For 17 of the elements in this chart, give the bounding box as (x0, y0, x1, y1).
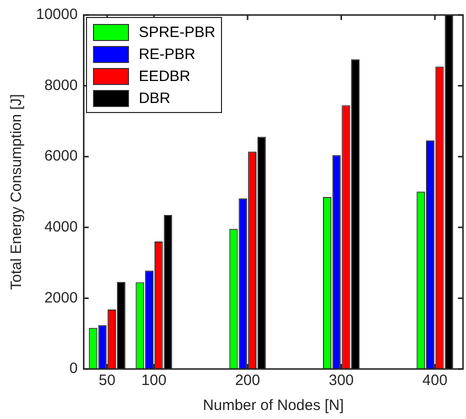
y-tick-label: 6000 (44, 148, 78, 165)
y-tick-label: 4000 (44, 218, 78, 236)
y-tick-label: 2000 (44, 289, 78, 306)
legend-label: RE-PBR (138, 46, 196, 62)
legend-label: DBR (138, 90, 170, 106)
legend-label: EEDBR (138, 68, 190, 84)
x-tick-label: 100 (141, 372, 166, 390)
x-tick-label: 50 (98, 372, 116, 390)
y-axis-title: Total Energy Consumption [J] (8, 94, 26, 290)
y-tick-label: 8000 (44, 76, 78, 94)
y-tick-label: 0 (69, 360, 78, 378)
x-tick-label: 400 (422, 372, 448, 390)
x-tick-label: 300 (328, 372, 354, 390)
x-tick-label: 200 (235, 372, 260, 390)
x-axis-title: Number of Nodes [N] (202, 397, 344, 414)
legend-label: SPRE-PBR (138, 24, 216, 40)
y-tick-label: 10000 (36, 6, 78, 24)
